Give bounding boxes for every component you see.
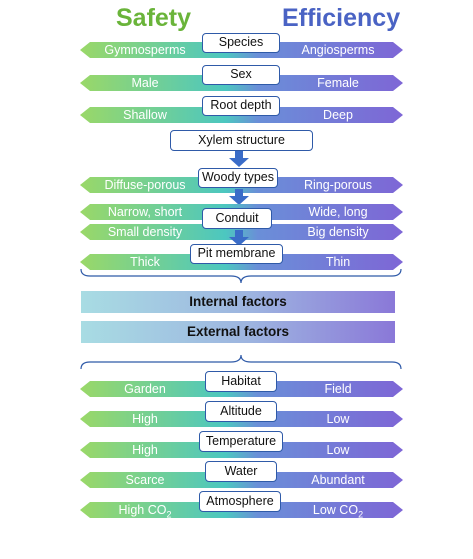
water-box: Water bbox=[205, 461, 277, 482]
row-left-label: High bbox=[80, 442, 210, 458]
internal-factors-bar: Internal factors bbox=[81, 291, 395, 313]
row-left-label: Scarce bbox=[80, 472, 210, 488]
row-left-label: High bbox=[80, 411, 210, 427]
woody-types-box: Woody types bbox=[198, 168, 278, 188]
row-left-label: Small density bbox=[80, 224, 210, 240]
low-co2-text: Low CO bbox=[313, 503, 358, 517]
row-left-label: Male bbox=[80, 75, 210, 91]
efficiency-header: Efficiency bbox=[282, 4, 400, 33]
row-left-label: Gymnosperms bbox=[80, 42, 210, 58]
row-right-label: Ring-porous bbox=[273, 177, 403, 193]
row-right-label: Big density bbox=[273, 224, 403, 240]
root-depth-box: Root depth bbox=[202, 96, 280, 116]
row-left-label: Narrow, short bbox=[80, 204, 210, 220]
row-left-label: Shallow bbox=[80, 107, 210, 123]
pit-membrane-box: Pit membrane bbox=[190, 244, 283, 264]
row-right-label: Angiosperms bbox=[273, 42, 403, 58]
row-right-label: Deep bbox=[273, 107, 403, 123]
row-left-label: High CO2 bbox=[80, 502, 210, 518]
external-factors-bar: External factors bbox=[81, 321, 395, 343]
bracket-icon bbox=[80, 354, 402, 370]
atmosphere-box: Atmosphere bbox=[199, 491, 281, 512]
row-right-label: Female bbox=[273, 75, 403, 91]
temperature-box: Temperature bbox=[199, 431, 283, 452]
habitat-box: Habitat bbox=[205, 371, 277, 392]
high-co2-text: High CO bbox=[119, 503, 167, 517]
down-arrow-icon bbox=[229, 151, 249, 167]
xylem-structure-box: Xylem structure bbox=[170, 130, 313, 151]
row-right-label: Low bbox=[273, 442, 403, 458]
bracket-icon bbox=[80, 268, 402, 284]
co2-subscript: 2 bbox=[166, 510, 171, 520]
row-right-label: Wide, long bbox=[273, 204, 403, 220]
row-right-label: Low CO2 bbox=[273, 502, 403, 518]
row-left-label: Garden bbox=[80, 381, 210, 397]
row-left-label: Diffuse-porous bbox=[80, 177, 210, 193]
row-right-label: Low bbox=[273, 411, 403, 427]
sex-box: Sex bbox=[202, 65, 280, 85]
conduit-box: Conduit bbox=[202, 208, 272, 229]
altitude-box: Altitude bbox=[205, 401, 277, 422]
co2-subscript: 2 bbox=[358, 510, 363, 520]
safety-header: Safety bbox=[116, 4, 191, 33]
row-right-label: Field bbox=[273, 381, 403, 397]
row-right-label: Abundant bbox=[273, 472, 403, 488]
down-arrow-icon bbox=[229, 189, 249, 205]
species-box: Species bbox=[202, 33, 280, 53]
